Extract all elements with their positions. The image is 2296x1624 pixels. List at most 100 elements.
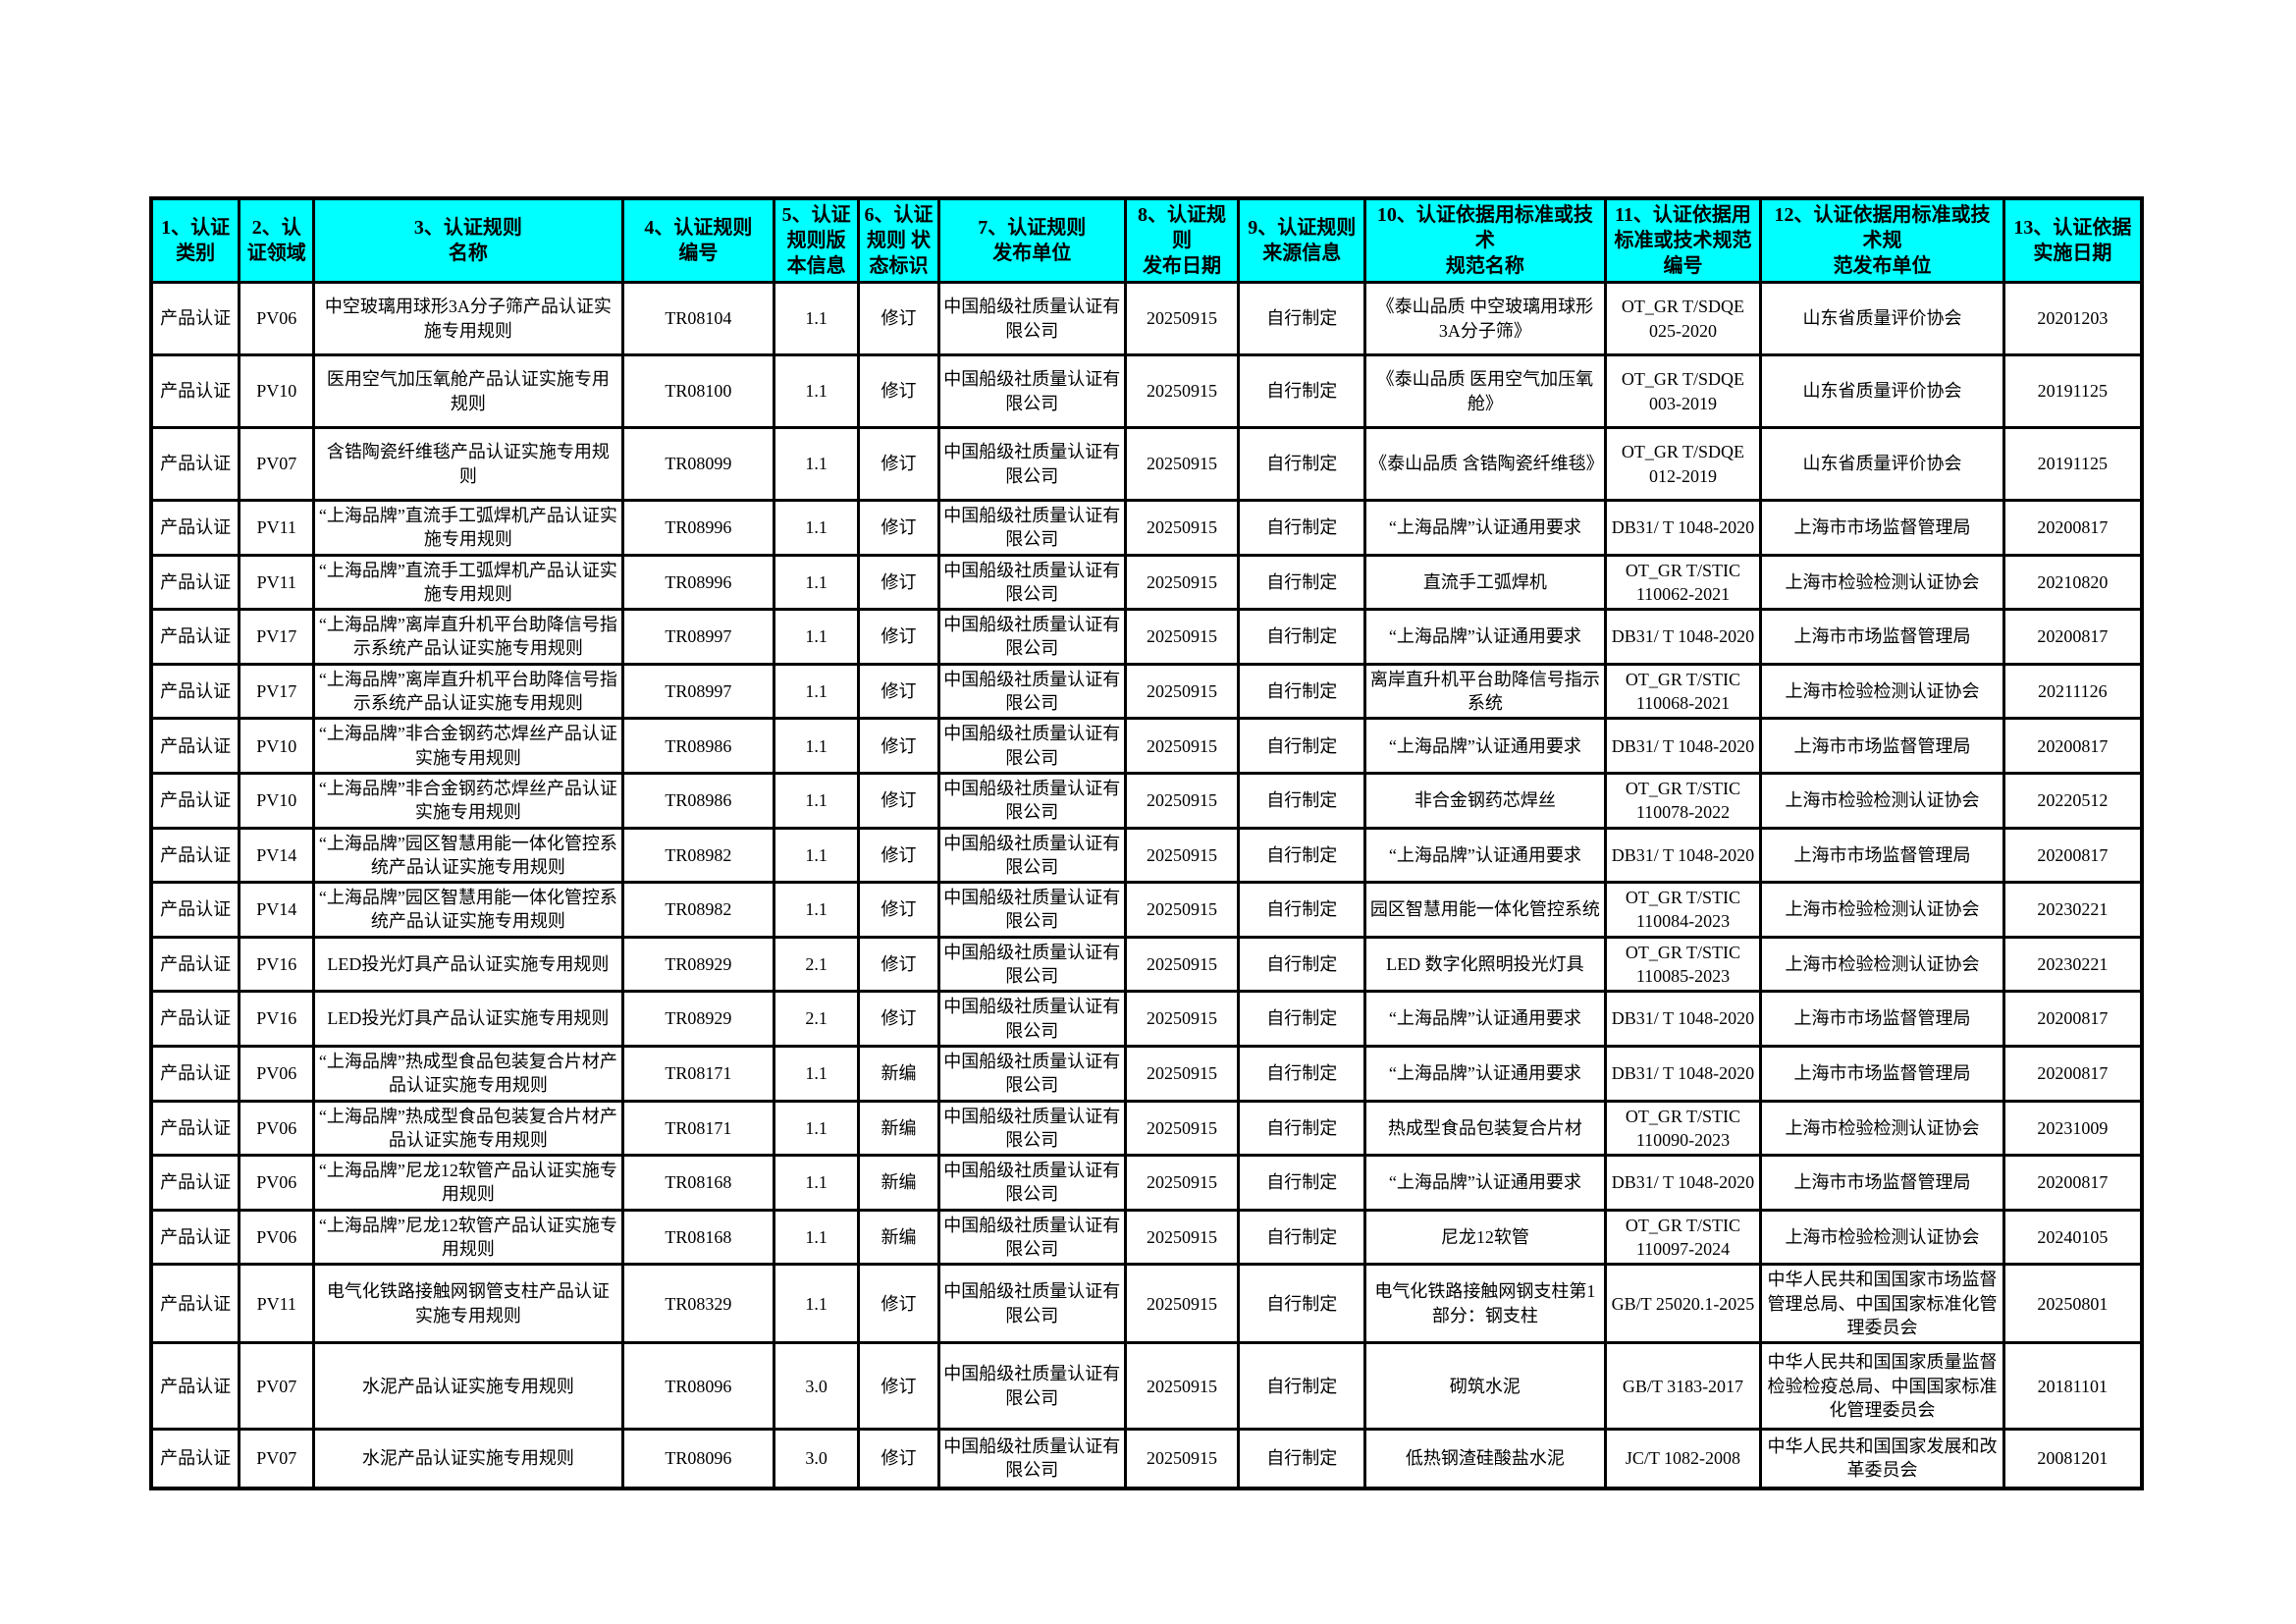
table-cell: 中国船级社质量认证有限公司 — [936, 426, 1127, 502]
table-cell: 中国船级社质量认证有限公司 — [936, 990, 1127, 1048]
table-cell: PV10 — [238, 353, 316, 429]
table-cell: 20210820 — [2002, 553, 2144, 612]
table-cell: 水泥产品认证实施专用规则 — [312, 1341, 624, 1432]
table-body: 产品认证 PV06 中空玻璃用球形3A分子筛产品认证实施专用规则 TR08104 1.1… — [149, 281, 2144, 1490]
table-cell: TR08329 — [620, 1263, 776, 1345]
table-cell: PV07 — [238, 1428, 316, 1490]
table-cell: 1.1 — [773, 1099, 861, 1158]
table-row: 产品认证 PV07 水泥产品认证实施专用规则 TR08096 3.0 修订 中国船级社质量认… — [149, 1428, 2144, 1490]
table-cell: PV06 — [238, 1154, 316, 1212]
table-cell: “上海品牌”认证通用要求 — [1363, 717, 1607, 775]
table-cell: 中国船级社质量认证有限公司 — [936, 1428, 1127, 1490]
column-header-rule-source: 9、认证规则 来源信息 — [1237, 196, 1367, 284]
table-cell: 20191125 — [2002, 353, 2144, 429]
table-cell: PV17 — [238, 608, 316, 666]
table-cell: 20250915 — [1123, 990, 1241, 1048]
table-cell: TR08986 — [620, 717, 776, 775]
table-cell: 20250915 — [1123, 1154, 1241, 1212]
table-cell: OT_GR T/STIC 110084-2023 — [1603, 881, 1763, 939]
table-cell: 中国船级社质量认证有限公司 — [936, 1099, 1127, 1158]
table-cell: 产品认证 — [149, 717, 241, 775]
table-cell: 3.0 — [773, 1341, 861, 1432]
table-cell: 产品认证 — [149, 881, 241, 939]
table-cell: TR08982 — [620, 881, 776, 939]
column-header-standard-number: 11、认证依据用标准或技术规范编号 — [1603, 196, 1763, 284]
table-cell: 非合金钢药芯焊丝 — [1363, 771, 1607, 830]
table-cell: 自行制定 — [1237, 281, 1367, 356]
table-cell: 上海市市场监督管理局 — [1759, 717, 2005, 775]
table-cell: 修订 — [857, 881, 940, 939]
table-cell: PV16 — [238, 935, 316, 994]
column-header-rule-publisher: 7、认证规则 发布单位 — [936, 196, 1127, 284]
table-cell: 修订 — [857, 771, 940, 830]
table-cell: 山东省质量评价协会 — [1759, 281, 2005, 356]
header-row: 1、认证类别 2、认证领域 3、认证规则 名称 4、认证规则 编号 5、认证规则… — [149, 196, 2144, 284]
table-cell: 中国船级社质量认证有限公司 — [936, 553, 1127, 612]
table-cell: DB31/ T 1048-2020 — [1603, 608, 1763, 666]
table-cell: 自行制定 — [1237, 826, 1367, 885]
column-header-cert-category: 1、认证类别 — [149, 196, 241, 284]
table-cell: 1.1 — [773, 662, 861, 721]
table-cell: TR08929 — [620, 935, 776, 994]
table-cell: 自行制定 — [1237, 881, 1367, 939]
column-header-rule-number: 4、认证规则 编号 — [620, 196, 776, 284]
table-cell: TR08104 — [620, 281, 776, 356]
table-cell: 山东省质量评价协会 — [1759, 426, 2005, 502]
table-cell: 中国船级社质量认证有限公司 — [936, 881, 1127, 939]
table-cell: TR08171 — [620, 1099, 776, 1158]
table-cell: 上海市市场监督管理局 — [1759, 608, 2005, 666]
table-cell: 20250915 — [1123, 1099, 1241, 1158]
table-cell: 1.1 — [773, 881, 861, 939]
table-cell: 园区智慧用能一体化管控系统 — [1363, 881, 1607, 939]
table-cell: 产品认证 — [149, 1208, 241, 1267]
table-cell: 电气化铁路接触网钢管支柱产品认证实施专用规则 — [312, 1263, 624, 1345]
table-cell: 修订 — [857, 608, 940, 666]
column-header-implementation-date: 13、认证依据 实施日期 — [2002, 196, 2144, 284]
table-cell: 低热钢渣硅酸盐水泥 — [1363, 1428, 1607, 1490]
table-cell: 中华人民共和国国家市场监督管理总局、中国国家标准化管理委员会 — [1759, 1263, 2005, 1345]
table-cell: 1.1 — [773, 717, 861, 775]
table-cell: 砌筑水泥 — [1363, 1341, 1607, 1432]
table-cell: 1.1 — [773, 281, 861, 356]
table-cell: 中国船级社质量认证有限公司 — [936, 826, 1127, 885]
table-cell: 山东省质量评价协会 — [1759, 353, 2005, 429]
table-row: 产品认证 PV07 含锆陶瓷纤维毯产品认证实施专用规则 TR08099 1.1 修订 中国船… — [149, 426, 2144, 502]
table-cell: 上海市市场监督管理局 — [1759, 1044, 2005, 1103]
table-cell: “上海品牌”认证通用要求 — [1363, 1044, 1607, 1103]
table-cell: 1.1 — [773, 553, 861, 612]
table-cell: 直流手工弧焊机 — [1363, 553, 1607, 612]
table-cell: 20181101 — [2002, 1341, 2144, 1432]
table-cell: 20231009 — [2002, 1099, 2144, 1158]
table-cell: 修订 — [857, 499, 940, 557]
table-cell: 修订 — [857, 353, 940, 429]
table-cell: TR08997 — [620, 662, 776, 721]
table-row: 产品认证 PV06 中空玻璃用球形3A分子筛产品认证实施专用规则 TR08104 1.1… — [149, 281, 2144, 356]
table-cell: “上海品牌”认证通用要求 — [1363, 990, 1607, 1048]
table-cell: 自行制定 — [1237, 1154, 1367, 1212]
table-cell: 中空玻璃用球形3A分子筛产品认证实施专用规则 — [312, 281, 624, 356]
table-cell: 《泰山品质 中空玻璃用球形3A分子筛》 — [1363, 281, 1607, 356]
table-cell: 1.1 — [773, 499, 861, 557]
table-cell: “上海品牌”认证通用要求 — [1363, 608, 1607, 666]
table-cell: “上海品牌”园区智慧用能一体化管控系统产品认证实施专用规则 — [312, 881, 624, 939]
table-cell: 20250915 — [1123, 881, 1241, 939]
table-cell: 自行制定 — [1237, 935, 1367, 994]
table-cell: 中国船级社质量认证有限公司 — [936, 608, 1127, 666]
table-cell: “上海品牌”直流手工弧焊机产品认证实施专用规则 — [312, 553, 624, 612]
table-cell: 修订 — [857, 553, 940, 612]
table-cell: PV06 — [238, 1208, 316, 1267]
table-cell: “上海品牌”热成型食品包装复合片材产品认证实施专用规则 — [312, 1099, 624, 1158]
table-cell: 20240105 — [2002, 1208, 2144, 1267]
table-cell: “上海品牌”尼龙12软管产品认证实施专用规则 — [312, 1208, 624, 1267]
table-cell: 产品认证 — [149, 1428, 241, 1490]
table-cell: LED投光灯具产品认证实施专用规则 — [312, 935, 624, 994]
table-cell: 20250915 — [1123, 826, 1241, 885]
table-cell: PV11 — [238, 499, 316, 557]
table-cell: 自行制定 — [1237, 1099, 1367, 1158]
certification-rules-table: 1、认证类别 2、认证领域 3、认证规则 名称 4、认证规则 编号 5、认证规则… — [149, 196, 2144, 1490]
table-cell: 20200817 — [2002, 717, 2144, 775]
table-cell: 上海市检验检测认证协会 — [1759, 1099, 2005, 1158]
table-cell: 中国船级社质量认证有限公司 — [936, 281, 1127, 356]
table-cell: 修订 — [857, 281, 940, 356]
table-cell: PV11 — [238, 553, 316, 612]
